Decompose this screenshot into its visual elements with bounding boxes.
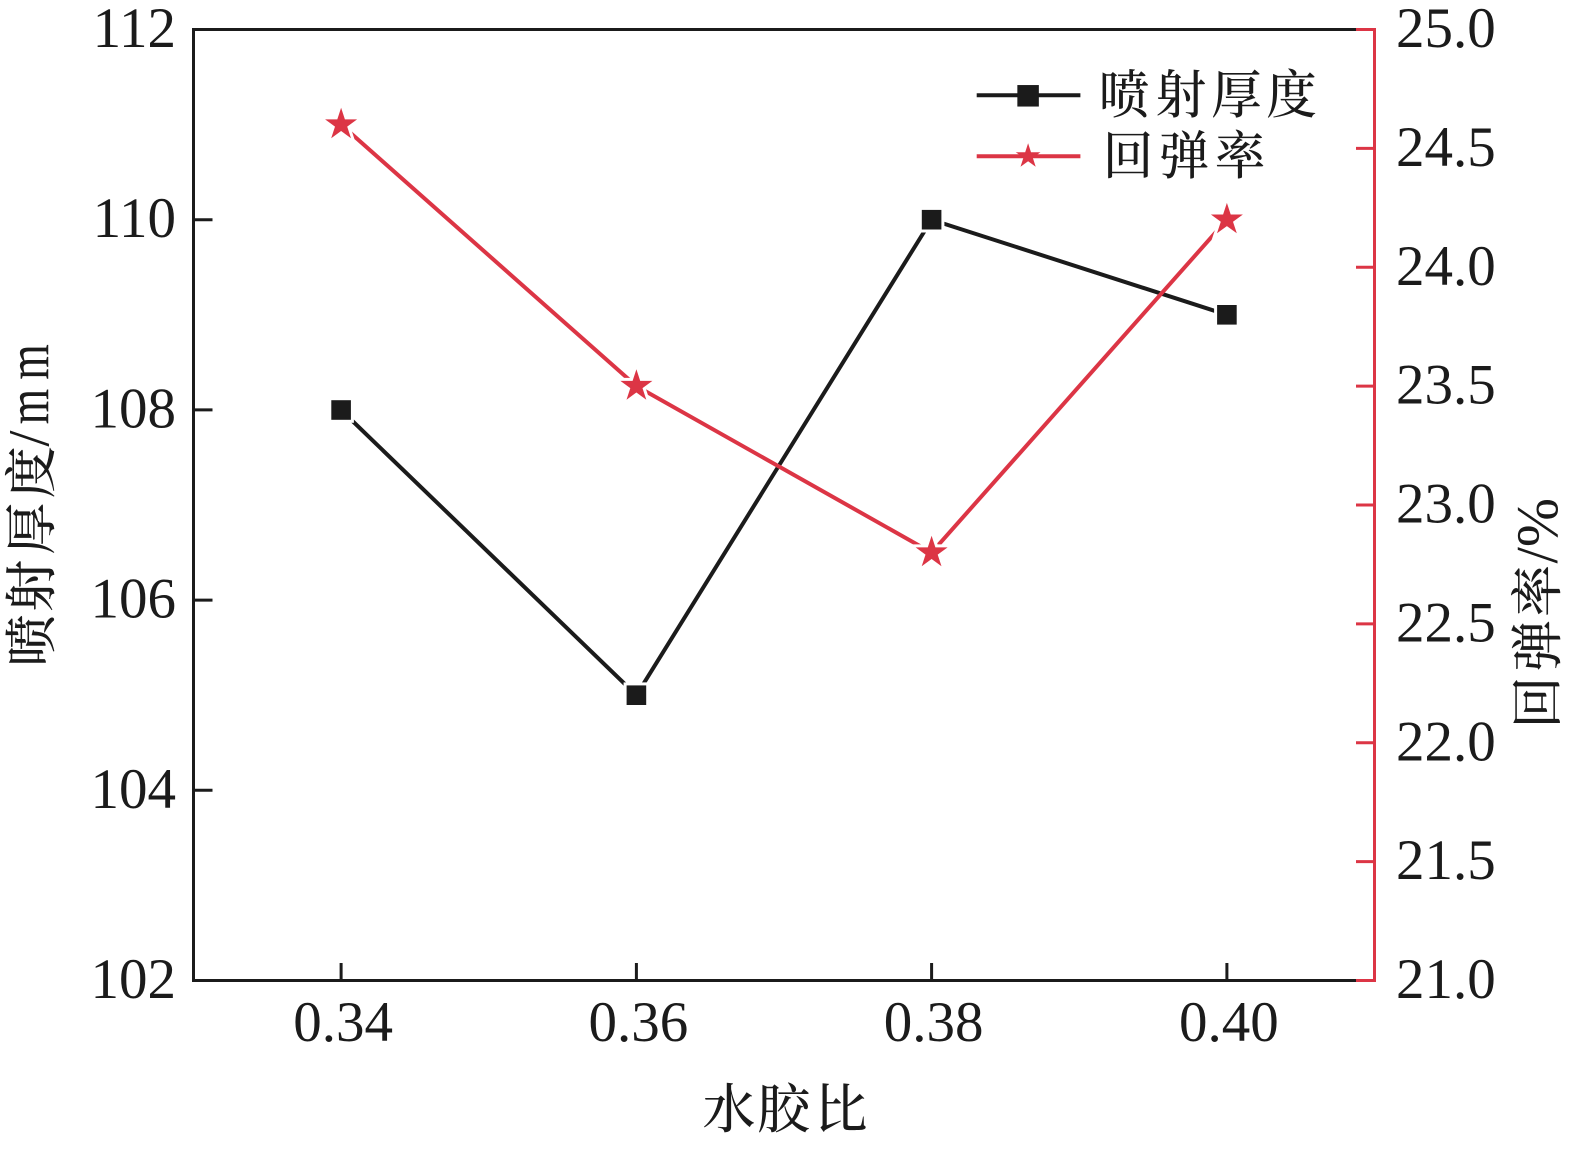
svg-text:0.34: 0.34 xyxy=(293,991,393,1054)
svg-text:24.5: 24.5 xyxy=(1396,116,1496,179)
svg-text:/%: /% xyxy=(1504,498,1570,564)
svg-text:23.0: 23.0 xyxy=(1396,473,1496,536)
svg-text:m: m xyxy=(0,344,62,380)
svg-text:25.0: 25.0 xyxy=(1396,0,1496,60)
svg-text:0.36: 0.36 xyxy=(589,991,689,1054)
svg-text:/: / xyxy=(0,430,62,447)
svg-text:108: 108 xyxy=(91,377,177,440)
svg-text:0.40: 0.40 xyxy=(1179,991,1279,1054)
svg-text:106: 106 xyxy=(91,568,177,631)
svg-text:102: 102 xyxy=(91,948,177,1011)
svg-text:112: 112 xyxy=(93,0,176,60)
svg-text:110: 110 xyxy=(93,187,176,250)
svg-text:23.5: 23.5 xyxy=(1396,354,1496,417)
svg-text:104: 104 xyxy=(91,758,177,821)
svg-text:0.38: 0.38 xyxy=(884,991,984,1054)
svg-text:24.0: 24.0 xyxy=(1396,235,1496,298)
svg-text:21.0: 21.0 xyxy=(1396,948,1496,1011)
svg-text:m: m xyxy=(0,389,62,425)
svg-text:22.0: 22.0 xyxy=(1396,710,1496,773)
svg-text:22.5: 22.5 xyxy=(1396,591,1496,654)
svg-text:21.5: 21.5 xyxy=(1396,829,1496,892)
